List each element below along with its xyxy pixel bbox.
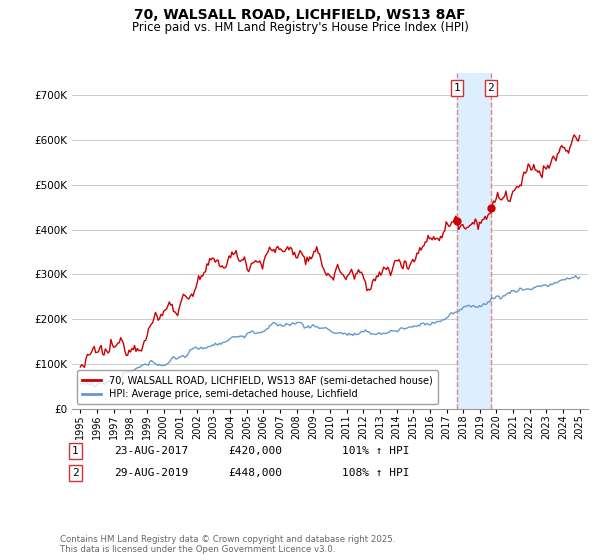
Text: 29-AUG-2019: 29-AUG-2019 — [114, 468, 188, 478]
Text: 70, WALSALL ROAD, LICHFIELD, WS13 8AF: 70, WALSALL ROAD, LICHFIELD, WS13 8AF — [134, 8, 466, 22]
Text: Contains HM Land Registry data © Crown copyright and database right 2025.
This d: Contains HM Land Registry data © Crown c… — [60, 535, 395, 554]
Text: 2: 2 — [72, 468, 79, 478]
Text: 1: 1 — [72, 446, 79, 456]
Text: Price paid vs. HM Land Registry's House Price Index (HPI): Price paid vs. HM Land Registry's House … — [131, 21, 469, 34]
Legend: 70, WALSALL ROAD, LICHFIELD, WS13 8AF (semi-detached house), HPI: Average price,: 70, WALSALL ROAD, LICHFIELD, WS13 8AF (s… — [77, 370, 437, 404]
Text: 108% ↑ HPI: 108% ↑ HPI — [342, 468, 409, 478]
Text: 101% ↑ HPI: 101% ↑ HPI — [342, 446, 409, 456]
Text: 1: 1 — [454, 83, 461, 93]
Text: £448,000: £448,000 — [228, 468, 282, 478]
Bar — [457, 73, 491, 409]
Text: £420,000: £420,000 — [228, 446, 282, 456]
Text: 23-AUG-2017: 23-AUG-2017 — [114, 446, 188, 456]
Text: 2: 2 — [487, 83, 494, 93]
